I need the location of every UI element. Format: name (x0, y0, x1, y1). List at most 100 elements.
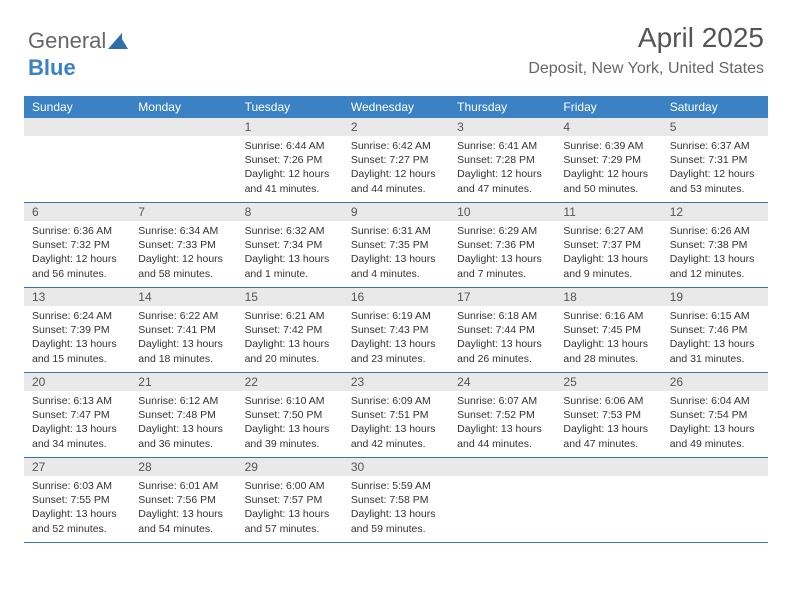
calendar-day: 10Sunrise: 6:29 AMSunset: 7:36 PMDayligh… (449, 203, 555, 287)
sunset-text: Sunset: 7:38 PM (670, 238, 760, 252)
sunrise-text: Sunrise: 6:18 AM (457, 309, 547, 323)
day-details: Sunrise: 6:34 AMSunset: 7:33 PMDaylight:… (130, 221, 236, 287)
day-details: Sunrise: 6:37 AMSunset: 7:31 PMDaylight:… (662, 136, 768, 202)
day-number (662, 458, 768, 476)
calendar-day: 21Sunrise: 6:12 AMSunset: 7:48 PMDayligh… (130, 373, 236, 457)
day-details: Sunrise: 6:42 AMSunset: 7:27 PMDaylight:… (343, 136, 449, 202)
calendar-day-empty (662, 458, 768, 542)
day-number: 11 (555, 203, 661, 221)
calendar-day: 1Sunrise: 6:44 AMSunset: 7:26 PMDaylight… (237, 118, 343, 202)
calendar: SundayMondayTuesdayWednesdayThursdayFrid… (24, 96, 768, 543)
calendar-day-empty (449, 458, 555, 542)
calendar-day: 5Sunrise: 6:37 AMSunset: 7:31 PMDaylight… (662, 118, 768, 202)
daylight-text: Daylight: 12 hours and 50 minutes. (563, 167, 653, 195)
sunset-text: Sunset: 7:50 PM (245, 408, 335, 422)
daylight-text: Daylight: 13 hours and 28 minutes. (563, 337, 653, 365)
day-number: 10 (449, 203, 555, 221)
day-number: 5 (662, 118, 768, 136)
day-number: 2 (343, 118, 449, 136)
day-details (24, 136, 130, 145)
brand-logo: General Blue (28, 28, 128, 81)
calendar-day: 3Sunrise: 6:41 AMSunset: 7:28 PMDaylight… (449, 118, 555, 202)
day-details: Sunrise: 6:18 AMSunset: 7:44 PMDaylight:… (449, 306, 555, 372)
calendar-day: 15Sunrise: 6:21 AMSunset: 7:42 PMDayligh… (237, 288, 343, 372)
sunset-text: Sunset: 7:39 PM (32, 323, 122, 337)
day-details: Sunrise: 6:27 AMSunset: 7:37 PMDaylight:… (555, 221, 661, 287)
daylight-text: Daylight: 13 hours and 1 minute. (245, 252, 335, 280)
daylight-text: Daylight: 13 hours and 44 minutes. (457, 422, 547, 450)
sunrise-text: Sunrise: 6:37 AM (670, 139, 760, 153)
day-number: 16 (343, 288, 449, 306)
daylight-text: Daylight: 12 hours and 56 minutes. (32, 252, 122, 280)
daylight-text: Daylight: 12 hours and 53 minutes. (670, 167, 760, 195)
sunset-text: Sunset: 7:42 PM (245, 323, 335, 337)
sunset-text: Sunset: 7:52 PM (457, 408, 547, 422)
sunset-text: Sunset: 7:47 PM (32, 408, 122, 422)
sunset-text: Sunset: 7:37 PM (563, 238, 653, 252)
weekday-header: Wednesday (343, 96, 449, 118)
day-number: 8 (237, 203, 343, 221)
calendar-day: 30Sunrise: 5:59 AMSunset: 7:58 PMDayligh… (343, 458, 449, 542)
sunrise-text: Sunrise: 6:31 AM (351, 224, 441, 238)
calendar-day: 13Sunrise: 6:24 AMSunset: 7:39 PMDayligh… (24, 288, 130, 372)
sunrise-text: Sunrise: 6:22 AM (138, 309, 228, 323)
sunrise-text: Sunrise: 6:36 AM (32, 224, 122, 238)
day-details: Sunrise: 6:00 AMSunset: 7:57 PMDaylight:… (237, 476, 343, 542)
location-text: Deposit, New York, United States (528, 60, 764, 78)
day-number: 13 (24, 288, 130, 306)
sunrise-text: Sunrise: 6:39 AM (563, 139, 653, 153)
daylight-text: Daylight: 13 hours and 9 minutes. (563, 252, 653, 280)
sunrise-text: Sunrise: 6:01 AM (138, 479, 228, 493)
day-details: Sunrise: 6:13 AMSunset: 7:47 PMDaylight:… (24, 391, 130, 457)
sunset-text: Sunset: 7:57 PM (245, 493, 335, 507)
sunset-text: Sunset: 7:33 PM (138, 238, 228, 252)
day-details: Sunrise: 6:16 AMSunset: 7:45 PMDaylight:… (555, 306, 661, 372)
logo-text-general: General (28, 28, 106, 53)
day-number: 20 (24, 373, 130, 391)
daylight-text: Daylight: 13 hours and 12 minutes. (670, 252, 760, 280)
day-number: 21 (130, 373, 236, 391)
calendar-day: 27Sunrise: 6:03 AMSunset: 7:55 PMDayligh… (24, 458, 130, 542)
day-details: Sunrise: 6:24 AMSunset: 7:39 PMDaylight:… (24, 306, 130, 372)
day-details: Sunrise: 6:06 AMSunset: 7:53 PMDaylight:… (555, 391, 661, 457)
logo-sail-icon (108, 29, 128, 55)
sunrise-text: Sunrise: 6:15 AM (670, 309, 760, 323)
daylight-text: Daylight: 13 hours and 57 minutes. (245, 507, 335, 535)
day-details: Sunrise: 6:31 AMSunset: 7:35 PMDaylight:… (343, 221, 449, 287)
sunset-text: Sunset: 7:54 PM (670, 408, 760, 422)
calendar-body: 1 Sunrise: 6:44 AMSunset: 7:26 PM Daylight… (24, 118, 768, 543)
sunrise-text: Sunrise: 6:19 AM (351, 309, 441, 323)
day-number: 6 (24, 203, 130, 221)
sunrise-text: Sunrise: 6:00 AM (245, 479, 335, 493)
weekday-header: Tuesday (237, 96, 343, 118)
day-details: Sunrise: 6:29 AMSunset: 7:36 PMDaylight:… (449, 221, 555, 287)
sunrise-text: Sunrise: 6:26 AM (670, 224, 760, 238)
day-number: 1 (237, 118, 343, 136)
daylight-text: Daylight: 13 hours and 31 minutes. (670, 337, 760, 365)
day-details: Sunrise: 6:01 AMSunset: 7:56 PMDaylight:… (130, 476, 236, 542)
calendar-day: 19Sunrise: 6:15 AMSunset: 7:46 PMDayligh… (662, 288, 768, 372)
sunset-text: Sunset: 7:26 PM (245, 153, 335, 167)
day-details: Sunrise: 6:07 AMSunset: 7:52 PMDaylight:… (449, 391, 555, 457)
day-details (449, 476, 555, 485)
calendar-day: 11Sunrise: 6:27 AMSunset: 7:37 PMDayligh… (555, 203, 661, 287)
sunrise-text: Sunrise: 6:16 AM (563, 309, 653, 323)
day-number: 26 (662, 373, 768, 391)
sunrise-text: Sunrise: 6:13 AM (32, 394, 122, 408)
calendar-week: 6Sunrise: 6:36 AMSunset: 7:32 PMDaylight… (24, 203, 768, 288)
sunrise-text: Sunrise: 6:44 AM (245, 139, 335, 153)
sunset-text: Sunset: 7:44 PM (457, 323, 547, 337)
day-number: 3 (449, 118, 555, 136)
calendar-day-empty (130, 118, 236, 202)
weekday-header: Thursday (449, 96, 555, 118)
sunset-text: Sunset: 7:55 PM (32, 493, 122, 507)
sunrise-text: Sunrise: 6:24 AM (32, 309, 122, 323)
sunset-text: Sunset: 7:36 PM (457, 238, 547, 252)
weekday-header: Monday (130, 96, 236, 118)
weekday-header: Friday (555, 96, 661, 118)
sunset-text: Sunset: 7:29 PM (563, 153, 653, 167)
day-number: 14 (130, 288, 236, 306)
day-number: 22 (237, 373, 343, 391)
calendar-day: 14Sunrise: 6:22 AMSunset: 7:41 PMDayligh… (130, 288, 236, 372)
daylight-text: Daylight: 13 hours and 34 minutes. (32, 422, 122, 450)
